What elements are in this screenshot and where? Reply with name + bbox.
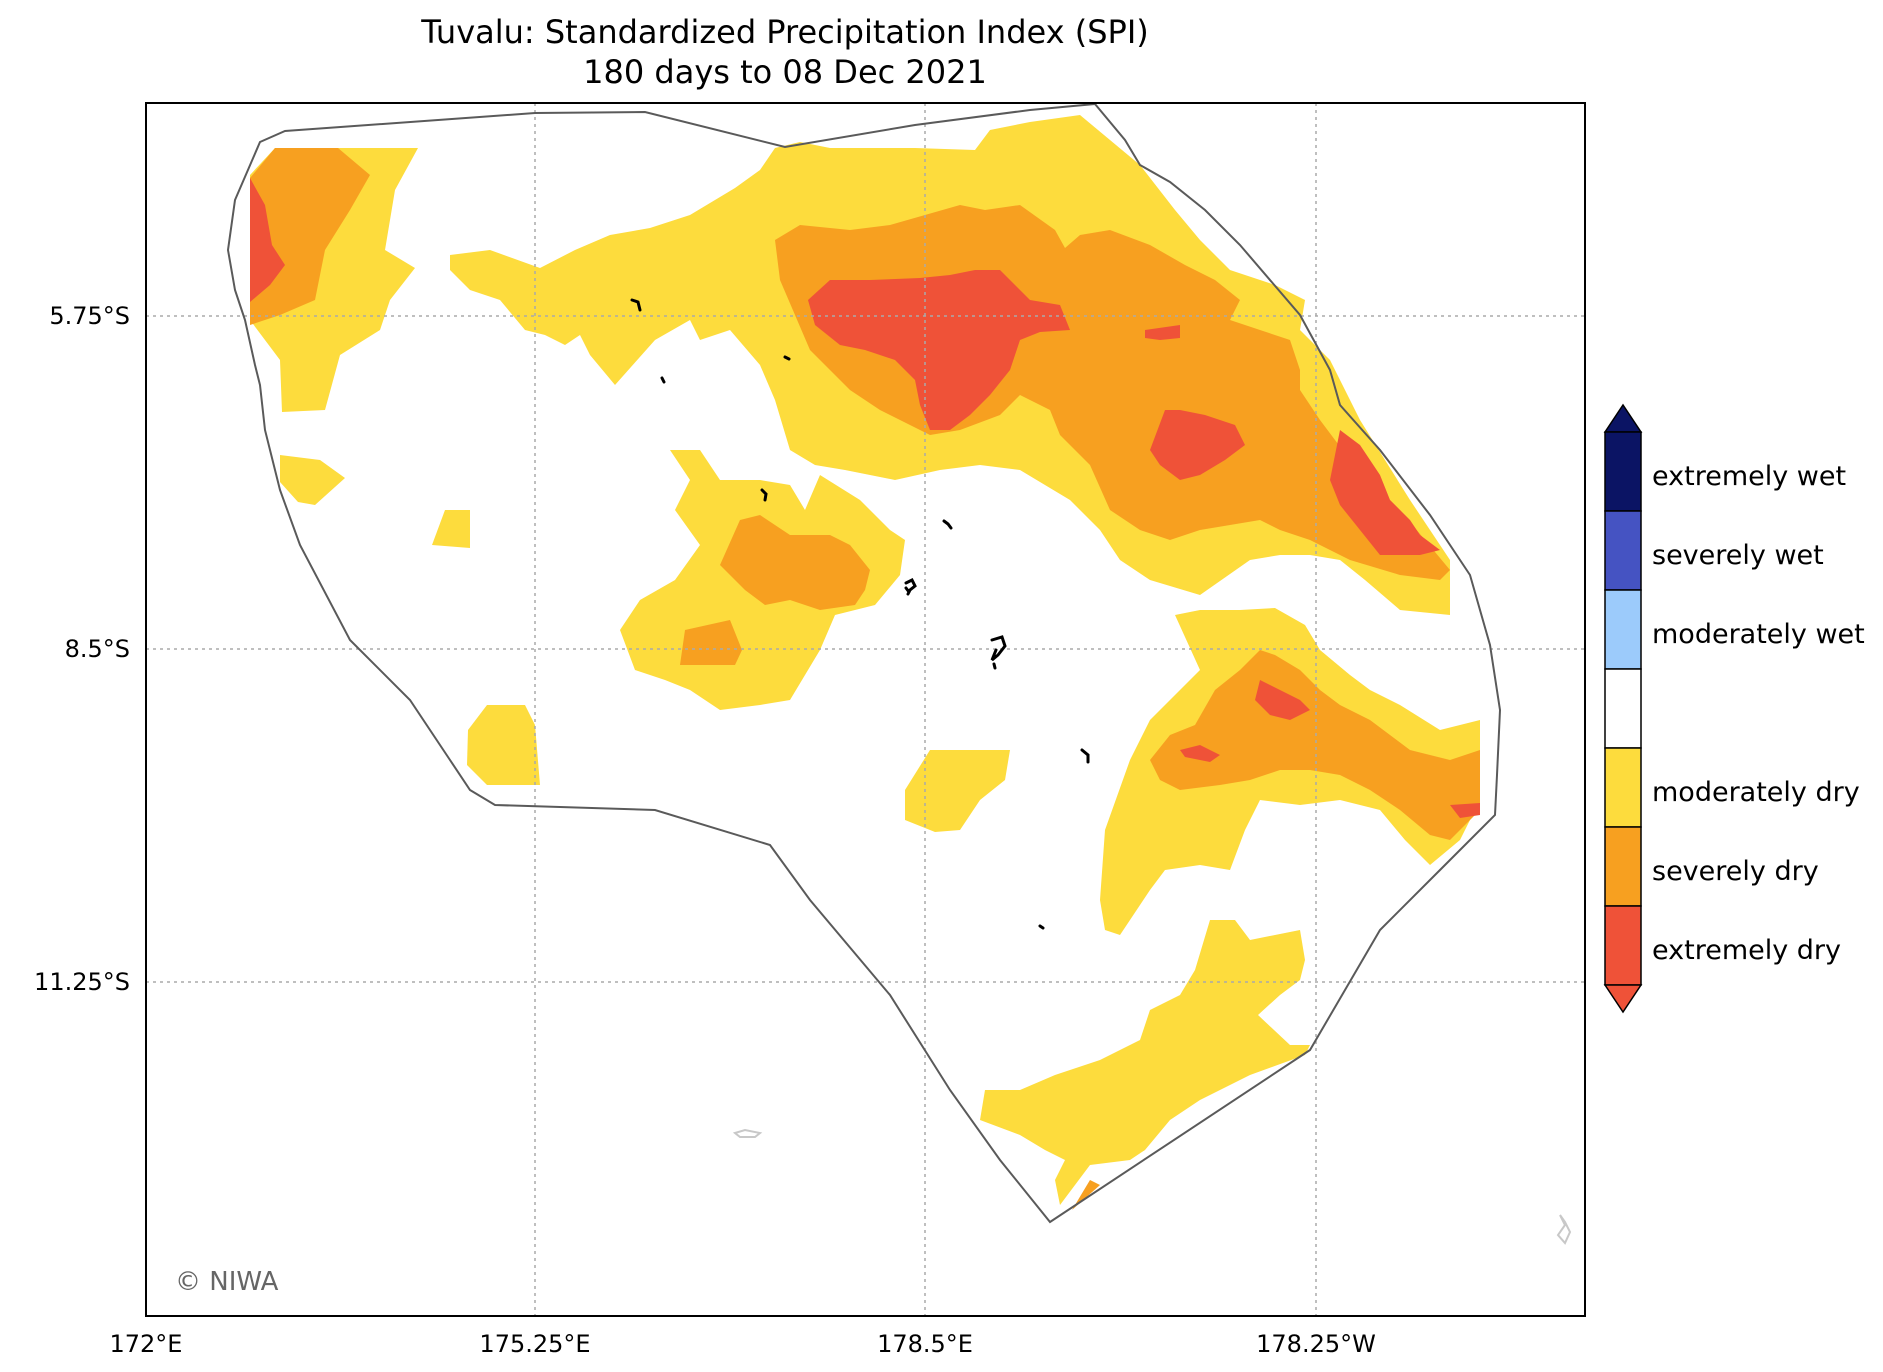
legend-label-severely-wet: severely wet bbox=[1652, 540, 1824, 571]
y-tick-label: 5.75°S bbox=[49, 302, 130, 330]
atoll-nui bbox=[760, 488, 768, 502]
gridlines bbox=[146, 103, 1585, 1316]
dry-region-south bbox=[980, 920, 1310, 1205]
x-tick-label: 172°E bbox=[110, 1330, 183, 1358]
legend-bottom-arrow bbox=[1603, 984, 1643, 1014]
x-axis-ticks: 172°E 175.25°E 178.5°E 178.25°W bbox=[110, 1330, 1376, 1358]
distant-islands bbox=[732, 1128, 1572, 1245]
dry-region-west-small-2 bbox=[432, 510, 470, 548]
x-tick-label: 178.5°E bbox=[877, 1330, 973, 1358]
x-tick-label: 175.25°E bbox=[479, 1330, 590, 1358]
map-subtitle: 180 days to 08 Dec 2021 bbox=[583, 53, 987, 91]
legend-swatch-moderately-wet bbox=[1604, 589, 1642, 670]
legend-top-arrow bbox=[1603, 403, 1643, 433]
atoll-nanumea bbox=[630, 298, 642, 312]
credit-label: © NIWA bbox=[175, 1267, 279, 1297]
island-southwest-outline bbox=[732, 1128, 763, 1138]
atoll-nukufetau bbox=[904, 577, 917, 596]
map-title: Tuvalu: Standardized Precipitation Index… bbox=[421, 13, 1149, 51]
dry-region-south-center bbox=[905, 750, 1010, 832]
legend-label-moderately-dry: moderately dry bbox=[1652, 777, 1860, 808]
atoll-niutao bbox=[783, 355, 791, 361]
severe-region-center-small bbox=[680, 620, 742, 665]
y-tick-label: 11.25°S bbox=[34, 968, 130, 996]
dry-region-southeast bbox=[1100, 608, 1480, 935]
extreme-region-southeast-2 bbox=[1180, 745, 1220, 762]
legend-colorbar: extremely wet severely wet moderately we… bbox=[1603, 403, 1865, 1014]
map-area: © NIWA bbox=[146, 103, 1585, 1316]
legend-label-extremely-dry: extremely dry bbox=[1652, 935, 1841, 966]
map-frame bbox=[145, 102, 1586, 1317]
eez-boundary bbox=[226, 103, 1502, 1224]
extreme-region-northwest bbox=[250, 178, 285, 302]
atoll-vaitupu bbox=[942, 519, 953, 530]
y-axis-ticks: 5.75°S 8.5°S 11.25°S bbox=[34, 302, 130, 996]
severe-region-center bbox=[720, 515, 870, 610]
extreme-region-north bbox=[808, 270, 1070, 430]
extreme-region-north-small bbox=[1145, 325, 1180, 340]
legend-swatch-severely-dry bbox=[1604, 826, 1642, 907]
legend-swatch-near-normal bbox=[1604, 668, 1642, 749]
legend-swatch-extremely-dry bbox=[1604, 905, 1642, 986]
dry-region-west-small-1 bbox=[280, 455, 345, 505]
legend-label-extremely-wet: extremely wet bbox=[1652, 461, 1846, 492]
atoll-funafuti bbox=[990, 635, 1007, 670]
extremely-dry-regions bbox=[250, 178, 1480, 818]
extreme-region-east bbox=[1330, 430, 1440, 555]
legend-label-moderately-wet: moderately wet bbox=[1652, 619, 1865, 650]
legend-swatch-extremely-wet bbox=[1604, 431, 1642, 512]
island-southeast-outline bbox=[1556, 1214, 1572, 1245]
extreme-region-northeast bbox=[1150, 410, 1245, 480]
x-tick-label: 178.25°W bbox=[1256, 1330, 1376, 1358]
atoll-niulakita bbox=[1038, 924, 1045, 930]
dry-region-southwest bbox=[467, 705, 540, 785]
legend-label-severely-dry: severely dry bbox=[1652, 856, 1819, 887]
legend-swatch-severely-wet bbox=[1604, 510, 1642, 591]
atolls bbox=[630, 298, 1090, 930]
severe-region-northwest bbox=[250, 148, 370, 325]
atoll-nanumanga bbox=[660, 376, 666, 384]
atoll-nukulaelae bbox=[1080, 748, 1090, 764]
legend-swatch-moderately-dry bbox=[1604, 747, 1642, 828]
extreme-region-southeast-3 bbox=[1450, 803, 1480, 818]
severe-region-southeast bbox=[1150, 650, 1480, 840]
extreme-region-southeast-1 bbox=[1255, 680, 1310, 720]
y-tick-label: 8.5°S bbox=[65, 635, 130, 663]
